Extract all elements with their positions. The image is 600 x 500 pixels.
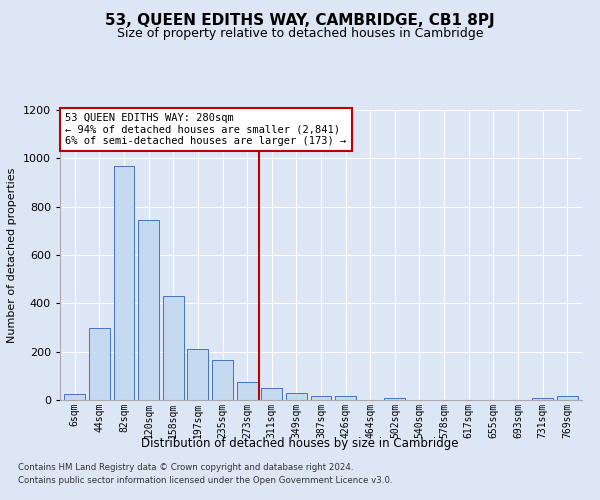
Bar [163,296,184,400]
Bar [212,360,233,400]
Bar [64,394,85,400]
Bar [557,396,578,400]
Bar [138,220,159,400]
Text: Contains public sector information licensed under the Open Government Licence v3: Contains public sector information licen… [18,476,392,485]
Bar [286,393,307,400]
Bar [311,396,331,400]
Text: Distribution of detached houses by size in Cambridge: Distribution of detached houses by size … [141,438,459,450]
Bar [89,328,110,400]
Text: Contains HM Land Registry data © Crown copyright and database right 2024.: Contains HM Land Registry data © Crown c… [18,464,353,472]
Y-axis label: Number of detached properties: Number of detached properties [7,168,17,342]
Bar [335,396,356,400]
Bar [187,349,208,400]
Bar [532,398,553,400]
Bar [236,382,257,400]
Text: 53, QUEEN EDITHS WAY, CAMBRIDGE, CB1 8PJ: 53, QUEEN EDITHS WAY, CAMBRIDGE, CB1 8PJ [105,12,495,28]
Text: Size of property relative to detached houses in Cambridge: Size of property relative to detached ho… [117,28,483,40]
Bar [113,166,134,400]
Text: 53 QUEEN EDITHS WAY: 280sqm
← 94% of detached houses are smaller (2,841)
6% of s: 53 QUEEN EDITHS WAY: 280sqm ← 94% of det… [65,113,346,146]
Bar [385,398,406,400]
Bar [261,388,282,400]
